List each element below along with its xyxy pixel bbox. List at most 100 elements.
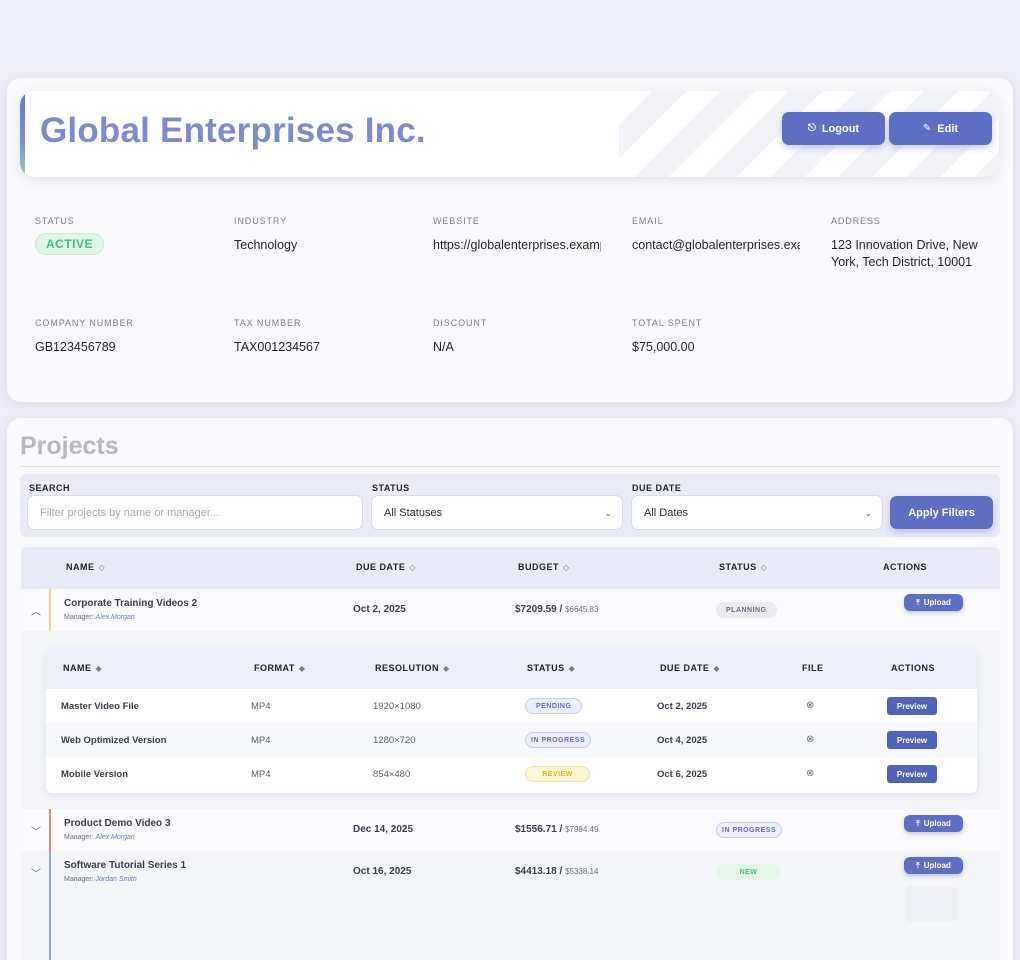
column-label: NAME [63,663,92,673]
column-status[interactable]: STATUS ◇ [719,562,767,572]
manager-name: Jordan Smith [95,876,137,883]
file-circle-icon[interactable]: ⊗ [806,768,815,779]
field-industry: INDUSTRY Technology [234,216,414,254]
chevron-down-icon: ⌄ [864,508,872,518]
file-circle-icon[interactable]: ⊗ [806,734,815,745]
row-accent [49,851,51,893]
field-value: TAX001234567 [234,340,320,354]
deliverable-row: Web Optimized Version MP4 1280×720 IN PR… [46,723,977,757]
column-name[interactable]: NAME ◇ [66,562,105,572]
edit-icon: ✎ [922,123,932,134]
project-name: Product Demo Video 3 [64,818,171,829]
project-row[interactable]: ︿ Corporate Training Videos 2 Manager: A… [21,589,1000,631]
column-label: BUDGET [518,562,559,572]
sort-icon: ◆ [443,664,450,673]
project-manager: Manager: Alex Morgan [64,614,135,621]
field-email: EMAIL contact@globalenterprises.example.… [632,216,800,254]
due-date-select-value: All Dates [644,506,689,519]
status-select[interactable]: All Statuses ⌄ [371,495,623,530]
project-due-date: Oct 16, 2025 [353,866,412,877]
chevron-up-icon[interactable]: ︿ [31,607,41,618]
expanded-area [21,893,1000,960]
chevron-down-icon[interactable]: ﹀ [31,869,41,880]
column-name[interactable]: NAME ◆ [63,663,102,673]
logout-button[interactable]: ⎋ Logout [782,112,885,145]
status-badge: PLANNING [716,602,777,618]
upload-button[interactable]: ⤒ Upload [904,594,963,611]
field-value: Technology [234,238,298,252]
sort-icon: ◆ [95,664,103,673]
file-circle-icon[interactable]: ⊗ [806,700,815,711]
deliverable-format: MP4 [251,769,271,780]
chevron-down-icon[interactable]: ﹀ [31,827,41,838]
budget-total: $7984.49 [565,825,599,834]
edit-button[interactable]: ✎ Edit [889,112,992,145]
projects-card: Projects SEARCH Filter projects by name … [7,418,1013,960]
sort-icon: ◇ [760,563,768,572]
sort-icon: ◇ [409,563,416,572]
deliverable-name: Master Video File [61,701,139,712]
project-row[interactable]: ﹀ Product Demo Video 3 Manager: Alex Mor… [21,809,1000,851]
field-label: COMPANY NUMBER [35,318,134,328]
preview-button[interactable]: Preview [887,697,937,715]
website-link[interactable]: https://globalenterprises.example.com [433,238,601,252]
column-resolution[interactable]: RESOLUTION ◆ [375,663,450,673]
email-link[interactable]: contact@globalenterprises.example.com [632,238,800,252]
upload-icon: ⤒ [916,597,920,607]
deliverable-format: MP4 [251,701,271,712]
deliverables-table: NAME ◆ FORMAT ◆ RESOLUTION ◆ STATUS ◆ DUE DA… [46,649,977,793]
field-status: STATUS ACTIVE [35,216,215,255]
upload-label: Upload [923,598,951,607]
project-manager: Manager: Alex Morgan [64,834,135,841]
due-date-select[interactable]: All Dates ⌄ [631,495,883,530]
column-label: FORMAT [254,663,295,673]
column-label: RESOLUTION [375,663,440,673]
field-value: 123 Innovation Drive, New York, Tech Dis… [831,238,978,269]
deliverables-panel: NAME ◆ FORMAT ◆ RESOLUTION ◆ STATUS ◆ DUE DA… [21,631,1000,809]
field-value: $75,000.00 [632,340,695,354]
field-value: GB123456789 [35,340,116,354]
status-badge: NEW [716,864,781,880]
column-budget[interactable]: BUDGET ◇ [518,562,570,572]
search-input[interactable]: Filter projects by name or manager... [27,495,363,530]
status-badge: REVIEW [525,766,590,782]
column-format[interactable]: FORMAT ◆ [254,663,305,673]
field-discount: DISCOUNT N/A [433,318,613,356]
due-date-filter-label: DUE DATE [632,483,682,493]
column-due-date[interactable]: DUE DATE ◆ [660,663,720,673]
deliverable-due-date: Oct 2, 2025 [657,701,708,712]
column-due-date[interactable]: DUE DATE ◇ [356,562,416,572]
deliverable-due-date: Oct 4, 2025 [657,735,708,746]
projects-table-header: NAME ◇ DUE DATE ◇ BUDGET ◇ STATUS ◇ ACTIONS [21,547,1000,589]
row-accent [49,809,51,851]
project-budget: $1556.71 / $7984.49 [515,824,599,835]
deliverable-due-date: Oct 6, 2025 [657,769,708,780]
column-status[interactable]: STATUS ◆ [527,663,575,673]
column-actions: ACTIONS [883,562,927,572]
deliverable-format: MP4 [251,735,271,746]
column-actions: ACTIONS [891,663,935,673]
budget-value: $1556.71 [515,824,557,835]
deliverable-row: Master Video File MP4 1920×1080 PENDING … [46,689,977,723]
status-select-value: All Statuses [384,506,443,519]
project-name: Software Tutorial Series 1 [64,860,187,871]
budget-total: $5338.14 [565,867,599,876]
upload-button[interactable]: ⤒ Upload [904,857,963,874]
deliverable-row: Mobile Version MP4 854×480 REVIEW Oct 6,… [46,757,977,791]
column-label: STATUS [527,663,565,673]
upload-button[interactable]: ⤒ Upload [904,815,963,832]
header-accent-bar [20,91,25,177]
field-label: INDUSTRY [234,216,288,226]
field-label: TOTAL SPENT [632,318,703,328]
preview-button[interactable]: Preview [887,731,937,749]
column-label: STATUS [719,562,757,572]
filter-bar: SEARCH Filter projects by name or manage… [20,474,1000,537]
project-row[interactable]: ﹀ Software Tutorial Series 1 Manager: Jo… [21,851,1000,893]
project-budget: $7209.59 / $6645.83 [515,604,599,615]
field-label: EMAIL [632,216,664,226]
row-accent [49,589,51,631]
deliverable-resolution: 1280×720 [373,735,416,746]
deliverables-header: NAME ◆ FORMAT ◆ RESOLUTION ◆ STATUS ◆ DUE DA… [46,649,977,689]
apply-filters-button[interactable]: Apply Filters [890,496,993,529]
preview-button[interactable]: Preview [887,765,937,783]
